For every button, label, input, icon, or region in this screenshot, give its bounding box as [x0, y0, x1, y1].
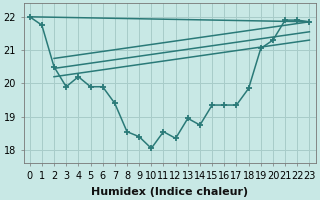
- X-axis label: Humidex (Indice chaleur): Humidex (Indice chaleur): [91, 187, 248, 197]
